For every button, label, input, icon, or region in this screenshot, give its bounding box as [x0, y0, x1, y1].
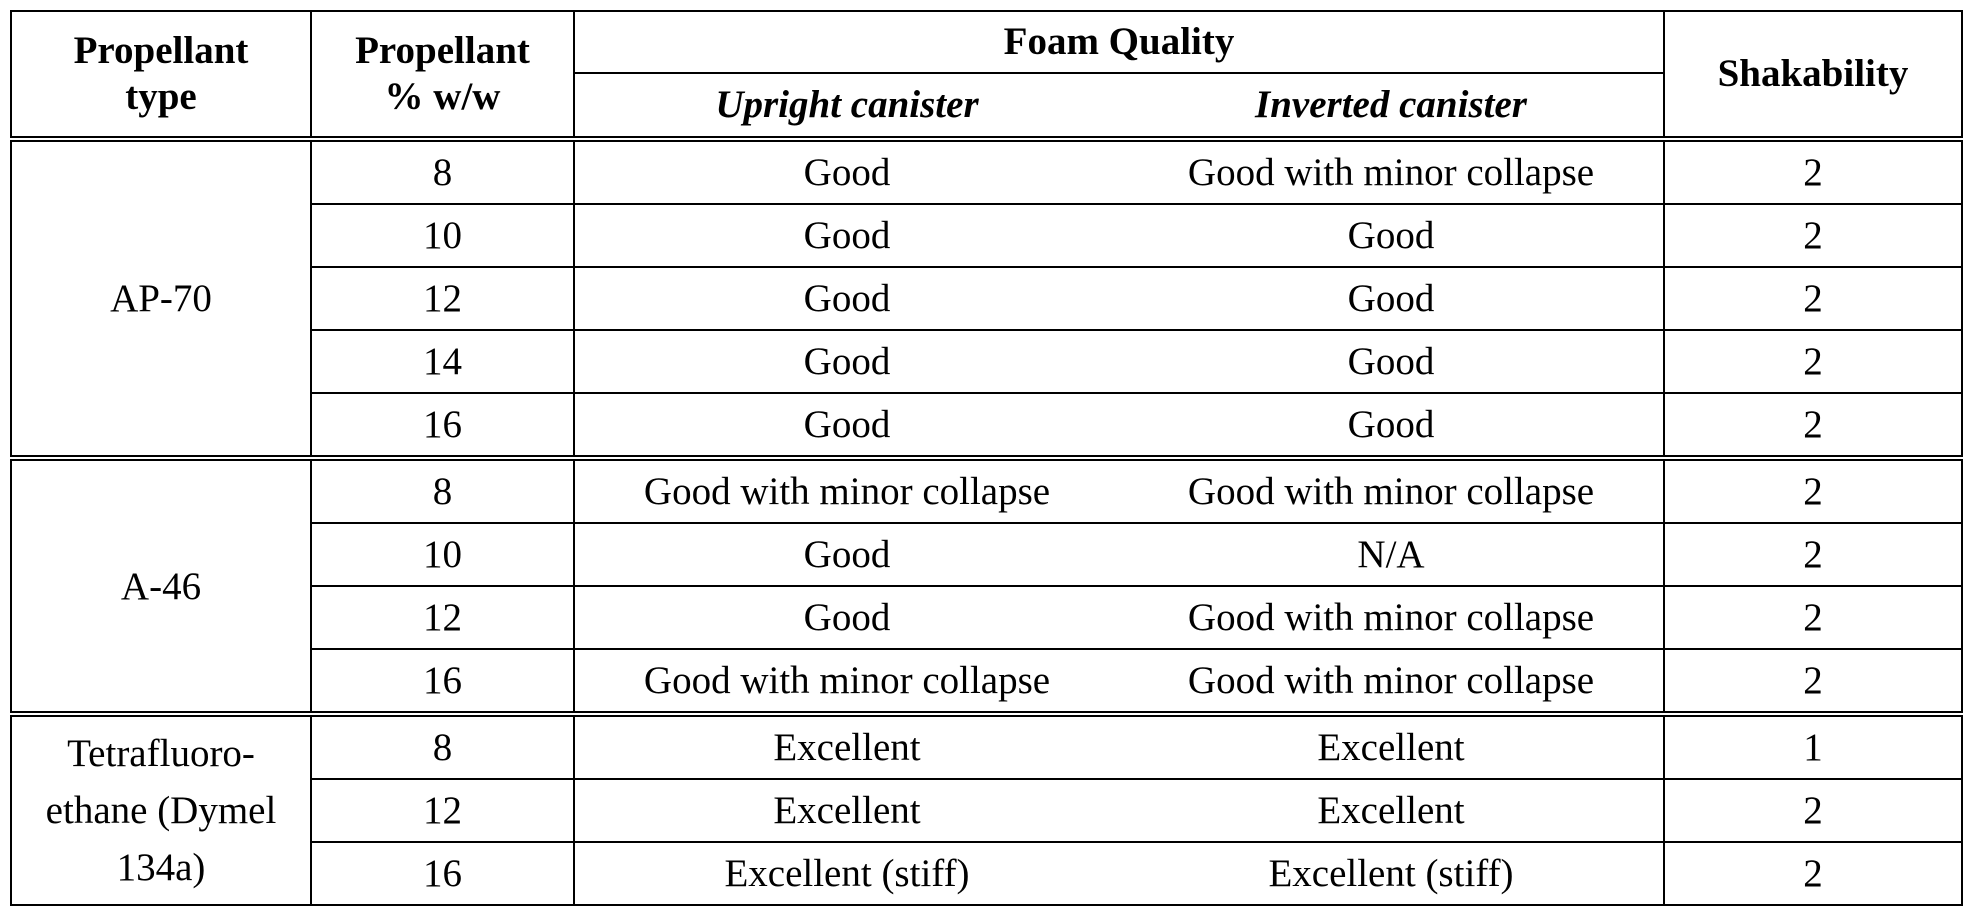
shake-cell: 2 — [1664, 523, 1962, 586]
pct-cell: 10 — [311, 523, 574, 586]
pct-cell: 8 — [311, 458, 574, 523]
header-propellant-ww: Propellant % w/w — [311, 11, 574, 139]
upright-cell: Good — [574, 393, 1119, 458]
shake-cell: 2 — [1664, 393, 1962, 458]
group-a46: A-46 8 Good with minor collapse Good wit… — [11, 458, 1962, 714]
upright-cell: Good — [574, 523, 1119, 586]
shake-cell: 2 — [1664, 649, 1962, 714]
inverted-cell: Good — [1119, 267, 1664, 330]
header-propellant-type: Propellant type — [11, 11, 311, 139]
shake-cell: 2 — [1664, 330, 1962, 393]
inverted-cell: N/A — [1119, 523, 1664, 586]
inverted-cell: Good with minor collapse — [1119, 649, 1664, 714]
pct-cell: 16 — [311, 393, 574, 458]
upright-cell: Excellent — [574, 779, 1119, 842]
group-dymel: Tetrafluoro- ethane (Dymel 134a) 8 Excel… — [11, 714, 1962, 905]
shake-cell: 2 — [1664, 204, 1962, 267]
upright-cell: Good — [574, 267, 1119, 330]
pct-cell: 16 — [311, 842, 574, 905]
inverted-cell: Good with minor collapse — [1119, 586, 1664, 649]
inverted-cell: Excellent — [1119, 714, 1664, 779]
pct-cell: 12 — [311, 779, 574, 842]
upright-cell: Excellent (stiff) — [574, 842, 1119, 905]
propellant-type-cell: Tetrafluoro- ethane (Dymel 134a) — [11, 714, 311, 905]
inverted-cell: Good — [1119, 204, 1664, 267]
upright-cell: Good — [574, 330, 1119, 393]
shake-cell: 2 — [1664, 842, 1962, 905]
group-ap70: AP-70 8 Good Good with minor collapse 2 … — [11, 139, 1962, 458]
inverted-cell: Good — [1119, 393, 1664, 458]
shake-cell: 1 — [1664, 714, 1962, 779]
upright-cell: Good with minor collapse — [574, 649, 1119, 714]
pct-cell: 14 — [311, 330, 574, 393]
inverted-cell: Excellent (stiff) — [1119, 842, 1664, 905]
pct-cell: 8 — [311, 714, 574, 779]
pct-cell: 8 — [311, 139, 574, 204]
pct-cell: 12 — [311, 586, 574, 649]
propellant-type-cell: A-46 — [11, 458, 311, 714]
pct-cell: 12 — [311, 267, 574, 330]
propellant-foam-table: Propellant type Propellant % w/w Foam Qu… — [10, 10, 1963, 906]
table-header: Propellant type Propellant % w/w Foam Qu… — [11, 11, 1962, 139]
upright-cell: Good — [574, 586, 1119, 649]
inverted-cell: Good with minor collapse — [1119, 458, 1664, 523]
upright-cell: Excellent — [574, 714, 1119, 779]
table-row: Tetrafluoro- ethane (Dymel 134a) 8 Excel… — [11, 714, 1962, 779]
shake-cell: 2 — [1664, 586, 1962, 649]
upright-cell: Good with minor collapse — [574, 458, 1119, 523]
inverted-cell: Good — [1119, 330, 1664, 393]
table-container: Propellant type Propellant % w/w Foam Qu… — [10, 10, 1963, 906]
shake-cell: 2 — [1664, 458, 1962, 523]
header-upright-canister: Upright canister — [574, 73, 1119, 139]
inverted-cell: Excellent — [1119, 779, 1664, 842]
inverted-cell: Good with minor collapse — [1119, 139, 1664, 204]
header-inverted-canister: Inverted canister — [1119, 73, 1664, 139]
shake-cell: 2 — [1664, 779, 1962, 842]
upright-cell: Good — [574, 204, 1119, 267]
table-row: AP-70 8 Good Good with minor collapse 2 — [11, 139, 1962, 204]
pct-cell: 10 — [311, 204, 574, 267]
upright-cell: Good — [574, 139, 1119, 204]
header-shakability: Shakability — [1664, 11, 1962, 139]
header-foam-quality: Foam Quality — [574, 11, 1664, 73]
pct-cell: 16 — [311, 649, 574, 714]
table-row: A-46 8 Good with minor collapse Good wit… — [11, 458, 1962, 523]
shake-cell: 2 — [1664, 267, 1962, 330]
propellant-type-cell: AP-70 — [11, 139, 311, 458]
shake-cell: 2 — [1664, 139, 1962, 204]
